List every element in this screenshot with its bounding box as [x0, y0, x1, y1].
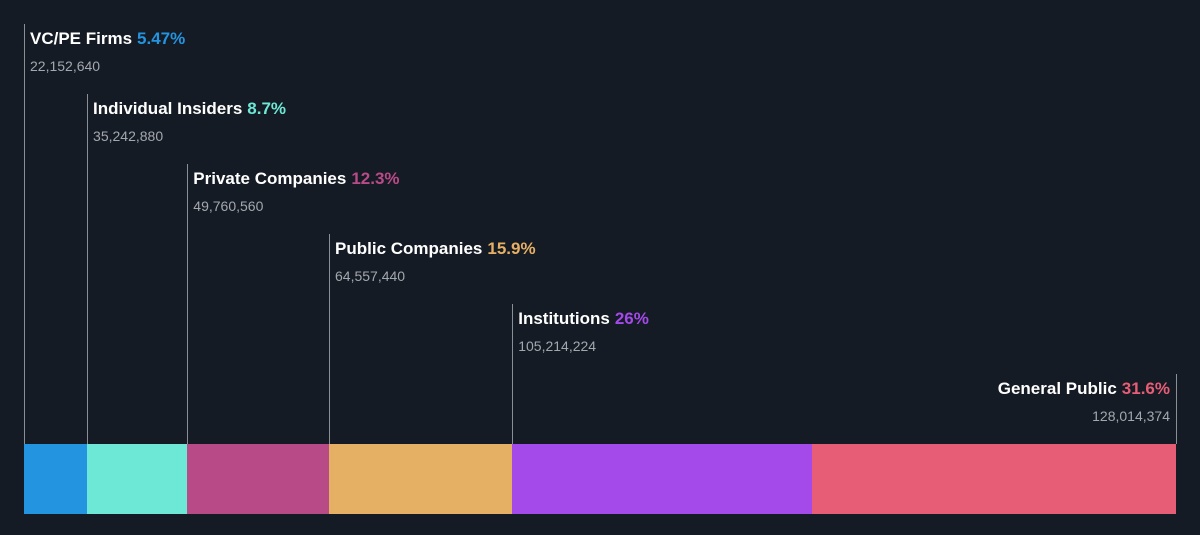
bar-segment-institutions [512, 444, 812, 514]
bar-segment-individual-insiders [87, 444, 188, 514]
percent-label: 8.7% [247, 99, 287, 118]
share-count: 22,152,640 [30, 58, 101, 74]
share-count: 128,014,374 [1092, 408, 1170, 424]
category-name: Public Companies [335, 239, 483, 258]
category-name: Private Companies [193, 169, 347, 188]
category-name: General Public [997, 379, 1117, 398]
leader-line-public-companies [329, 234, 331, 444]
percent-label: 15.9% [487, 239, 536, 258]
share-count: 49,760,560 [193, 198, 264, 214]
bar-segment-public-companies [329, 444, 513, 514]
share-count: 105,214,224 [518, 338, 597, 354]
label-general-public: General Public 31.6% 128,014,374 [998, 380, 1170, 423]
category-name: Institutions [518, 309, 610, 328]
label-institutions: Institutions 26% 105,214,224 [518, 310, 649, 353]
leader-line-institutions [512, 304, 514, 444]
label-private-companies: Private Companies 12.3% 49,760,560 [193, 170, 399, 213]
leader-line-vc-pe-firms [24, 24, 25, 444]
percent-label: 31.6% [1121, 379, 1170, 398]
label-vc-pe-firms: VC/PE Firms 5.47% 22,152,640 [30, 30, 185, 73]
label-individual-insiders: Individual Insiders 8.7% 35,242,880 [93, 100, 286, 143]
percent-label: 5.47% [137, 29, 186, 48]
category-name: Individual Insiders [93, 99, 243, 118]
percent-label: 26% [614, 309, 649, 328]
label-public-companies: Public Companies 15.9% 64,557,440 [335, 240, 536, 283]
leader-line-general-public [1176, 374, 1177, 444]
leader-line-individual-insiders [87, 94, 89, 444]
bar-segment-general-public [811, 444, 1176, 514]
leader-line-private-companies [187, 164, 189, 444]
bar-segment-private-companies [187, 444, 330, 514]
percent-label: 12.3% [351, 169, 400, 188]
share-count: 64,557,440 [335, 268, 406, 284]
category-name: VC/PE Firms [30, 29, 133, 48]
share-count: 35,242,880 [93, 128, 164, 144]
bar-segment-vc-pe-firms [24, 444, 88, 514]
